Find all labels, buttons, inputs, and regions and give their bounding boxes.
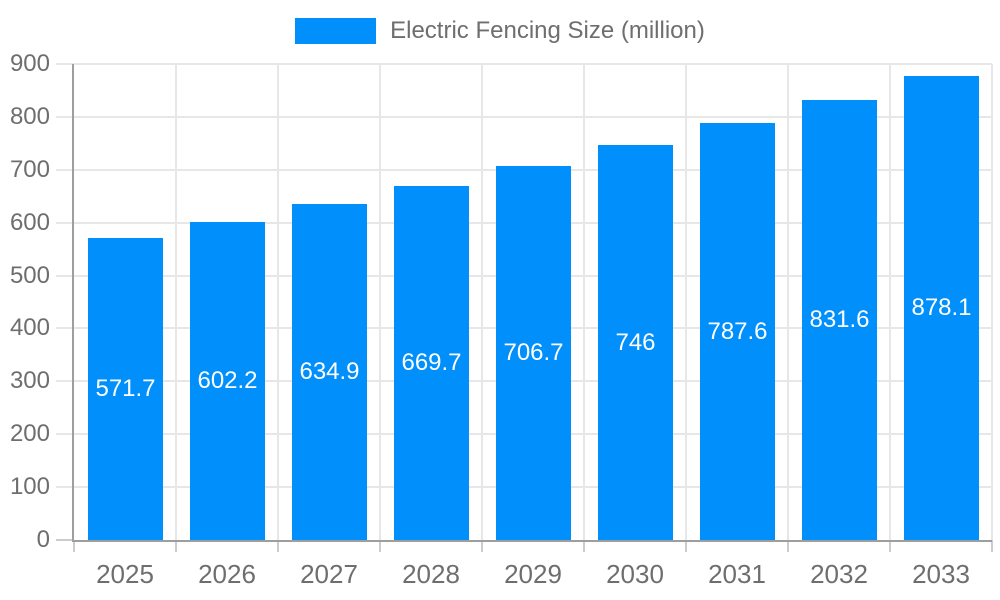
- plot-area: 571.7 602.2 634.9 669.7 706.7 746 787.6 831.6 87…: [56, 63, 993, 552]
- x-axis-tick: [481, 540, 483, 552]
- bar-value-label: 706.7: [503, 339, 564, 367]
- legend: Electric Fencing Size (million): [0, 17, 1000, 45]
- x-gridline: [685, 64, 687, 540]
- bar-value-label: 669.7: [401, 348, 462, 376]
- bar-2028[interactable]: 669.7: [394, 185, 469, 540]
- x-gridline: [583, 64, 585, 540]
- bar-value-label: 878.1: [911, 293, 972, 321]
- x-axis-tick: [685, 540, 687, 552]
- x-axis-tick: [73, 540, 75, 552]
- x-axis-tick: [379, 540, 381, 552]
- bar-2031[interactable]: 787.6: [700, 123, 775, 540]
- y-axis-tick: [56, 539, 74, 541]
- x-axis-label-2029: 2029: [504, 559, 562, 589]
- x-gridline: [889, 64, 891, 540]
- x-gridline: [175, 64, 177, 540]
- legend-swatch-icon: [295, 18, 377, 44]
- x-axis-label-2033: 2033: [912, 559, 970, 589]
- x-axis-label-2032: 2032: [810, 559, 868, 589]
- y-axis-tick-label: 700: [9, 155, 50, 183]
- x-axis-line: [72, 540, 992, 542]
- x-axis-tick: [583, 540, 585, 552]
- legend-item[interactable]: Electric Fencing Size (million): [295, 17, 705, 45]
- legend-label: Electric Fencing Size (million): [390, 17, 705, 44]
- bar-value-label: 571.7: [95, 374, 156, 402]
- bar-2029[interactable]: 706.7: [496, 166, 571, 540]
- bar-value-label: 634.9: [299, 358, 360, 386]
- x-axis-tick: [175, 540, 177, 552]
- x-axis-tick: [787, 540, 789, 552]
- y-axis-tick-label: 600: [9, 208, 50, 236]
- x-axis-tick: [889, 540, 891, 552]
- y-gridline: [56, 63, 992, 65]
- bar-2026[interactable]: 602.2: [190, 221, 265, 540]
- y-axis-tick-label: 0: [36, 526, 50, 553]
- bar-value-label: 787.6: [707, 317, 768, 345]
- bar-value-label: 746: [615, 328, 656, 356]
- x-axis-label-2028: 2028: [402, 559, 460, 589]
- y-axis-tick-label: 900: [9, 50, 50, 77]
- y-axis-tick-label: 500: [9, 261, 50, 289]
- x-axis-label-2031: 2031: [708, 559, 766, 589]
- x-axis-label-2030: 2030: [606, 559, 664, 589]
- x-gridline: [277, 64, 279, 540]
- x-gridline: [481, 64, 483, 540]
- x-gridline: [991, 64, 993, 540]
- bar-2032[interactable]: 831.6: [802, 100, 877, 540]
- x-gridline: [379, 64, 381, 540]
- bar-2033[interactable]: 878.1: [904, 75, 979, 540]
- y-gridline: [56, 115, 992, 118]
- x-axis-label-2026: 2026: [198, 559, 256, 589]
- bar-2030[interactable]: 746: [598, 145, 673, 540]
- y-axis-tick-label: 800: [9, 102, 50, 130]
- bar-value-label: 602.2: [197, 366, 258, 394]
- y-axis-tick-label: 100: [9, 473, 50, 501]
- bar-value-label: 831.6: [809, 306, 870, 334]
- x-axis-label-2027: 2027: [300, 559, 358, 589]
- x-axis-tick: [277, 540, 279, 552]
- y-axis-tick-label: 200: [9, 420, 50, 448]
- x-axis-label-2025: 2025: [96, 559, 154, 589]
- y-axis-line: [72, 64, 74, 542]
- y-axis-tick-label: 300: [9, 367, 50, 395]
- bar-2025[interactable]: 571.7: [88, 237, 163, 540]
- x-gridline: [787, 64, 789, 540]
- x-axis-tick: [991, 540, 993, 552]
- bar-2027[interactable]: 634.9: [292, 204, 367, 540]
- y-axis-tick-label: 400: [9, 314, 50, 342]
